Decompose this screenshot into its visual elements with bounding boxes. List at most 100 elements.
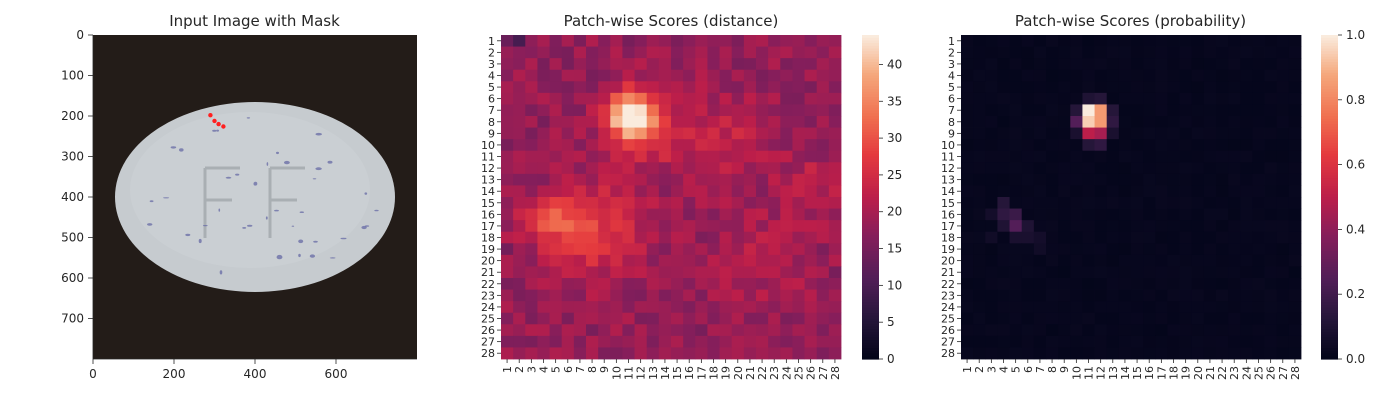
heatmap-cell [1264, 185, 1278, 198]
col-label: 12 [1095, 366, 1108, 380]
speck [235, 173, 240, 176]
heatmap-cell [658, 335, 672, 348]
heatmap-cell [549, 69, 563, 82]
heatmap-cell [731, 185, 745, 198]
heatmap-cell [573, 139, 587, 152]
col-label: 4 [998, 366, 1011, 373]
heatmap-cell [537, 35, 550, 47]
heatmap-cell [1288, 185, 1302, 198]
heatmap-cell [816, 301, 830, 314]
heatmap-cell [671, 92, 684, 105]
colorbar-segment [1321, 110, 1338, 114]
heatmap-cell [622, 35, 635, 47]
heatmap-cell [731, 335, 745, 348]
heatmap-cell [768, 301, 781, 314]
heatmap-cell [549, 243, 563, 256]
heatmap-cell [1191, 81, 1205, 94]
heatmap-cell [1118, 150, 1132, 163]
heatmap-cell [1009, 266, 1023, 279]
heatmap-cell [1240, 289, 1253, 302]
heatmap-cell [756, 46, 769, 59]
heatmap-cell [1118, 104, 1132, 117]
heatmap-cell [985, 104, 998, 117]
heatmap-cell [1216, 127, 1229, 140]
heatmap-cell [997, 116, 1010, 128]
heatmap-cell [1179, 139, 1193, 152]
heatmap-cell [1070, 301, 1083, 314]
row-label: 1 [948, 35, 955, 48]
heatmap-cell [1058, 150, 1071, 163]
heatmap-cell [561, 278, 575, 290]
col-label: 11 [1083, 366, 1096, 380]
heatmap-cell [1203, 81, 1217, 94]
heatmap-cell [780, 173, 793, 186]
heatmap-cell [1228, 173, 1241, 186]
heatmap-cell [671, 162, 684, 175]
heatmap-cell [683, 347, 696, 360]
colorbar-segment [1321, 89, 1338, 93]
heatmap-cell [1058, 335, 1071, 348]
col-label: 24 [1240, 366, 1253, 380]
colorbar-segment [1321, 99, 1338, 104]
heatmap-cell [816, 278, 830, 290]
heatmap-cell [1264, 243, 1278, 256]
heatmap-cell [525, 289, 538, 302]
heatmap-cell [561, 266, 575, 279]
heatmap-cell [743, 81, 757, 94]
heatmap-cell [610, 139, 623, 152]
heatmap-cell [1082, 335, 1095, 348]
heatmap-cell [1131, 185, 1144, 198]
heatmap-cell [780, 289, 793, 302]
heatmap-cell [743, 58, 757, 71]
input-image [93, 35, 417, 359]
heatmap-cell [695, 289, 708, 302]
heatmap-cell [828, 173, 842, 186]
heatmap-cell [1155, 231, 1168, 244]
heatmap-cell [1046, 185, 1059, 198]
heatmap-cell [731, 347, 745, 360]
heatmap-cell [707, 243, 720, 256]
heatmap-cell [586, 243, 599, 256]
heatmap-cell [1276, 312, 1290, 325]
heatmap-cell [1288, 335, 1302, 348]
heatmap-cell [719, 127, 733, 140]
heatmap-cell [586, 301, 599, 314]
colorbar-segment [862, 218, 879, 222]
heatmap-cell [1216, 347, 1229, 360]
heatmap-cell [961, 127, 974, 140]
heatmap-cell [743, 243, 757, 256]
row-label: 21 [941, 266, 955, 279]
heatmap-cell [1021, 266, 1035, 279]
heatmap-cell [816, 231, 830, 244]
colorbar-segment [1321, 326, 1338, 330]
colorbar-segment [862, 137, 879, 141]
heatmap-cell [1155, 81, 1168, 94]
heatmap-cell [804, 173, 818, 186]
heatmap-cell [1058, 208, 1071, 221]
heatmap-cell [622, 243, 635, 256]
colorbar-segment [1321, 51, 1338, 55]
heatmap-cell [561, 197, 575, 209]
colorbar-segment [862, 86, 879, 90]
speck [246, 117, 251, 119]
colorbar-segment [862, 334, 879, 338]
heatmap-cell [731, 150, 745, 163]
heatmap-cell [828, 69, 842, 82]
heatmap-cell [1288, 254, 1302, 267]
heatmap-cell [501, 116, 514, 128]
heatmap-cell [671, 127, 684, 140]
y-tick-label: 100 [61, 69, 84, 83]
colorbar-segment [862, 296, 879, 301]
colorbar-segment [862, 353, 879, 357]
speck [218, 208, 221, 212]
heatmap-cell [549, 58, 563, 71]
heatmap-cell [719, 35, 733, 47]
heatmap-cell [549, 289, 563, 302]
heatmap-cell [683, 312, 696, 325]
colorbar-segment [862, 62, 879, 66]
heatmap-cell [780, 243, 793, 256]
heatmap-cell [1009, 116, 1023, 128]
speck [327, 160, 333, 164]
heatmap-cell [1216, 139, 1229, 152]
probability-col-labels: 1 2 3 4 5 6 7 8 9 10 11 12 13 14 15 16 17 18 19 20 21 22 23 24 2… [961, 359, 1302, 380]
